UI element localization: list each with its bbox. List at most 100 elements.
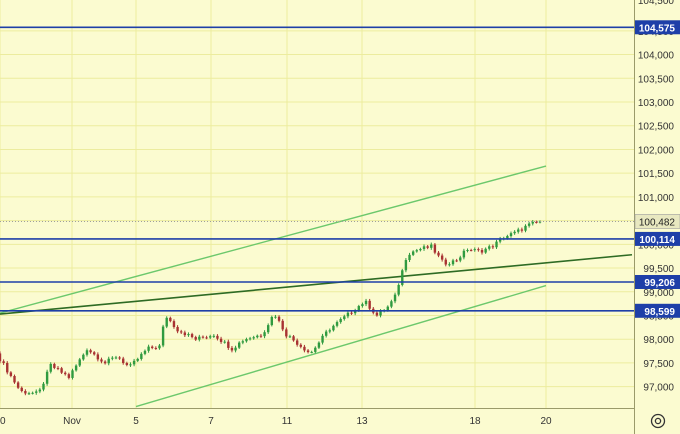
candle-body[interactable]: [180, 331, 183, 333]
time-axis[interactable]: 30 Nov 5 7 11 13 18 20: [0, 408, 634, 428]
candle-body[interactable]: [125, 363, 129, 365]
candle-body[interactable]: [223, 341, 226, 343]
candle-body[interactable]: [462, 250, 466, 258]
candle-body[interactable]: [132, 360, 136, 365]
candle-body[interactable]: [122, 358, 125, 364]
candle-body[interactable]: [535, 221, 538, 223]
candle-body[interactable]: [64, 372, 67, 375]
candle-body[interactable]: [31, 392, 34, 394]
candle-body[interactable]: [524, 225, 527, 231]
candle-body[interactable]: [129, 364, 132, 366]
candle-body[interactable]: [71, 370, 74, 378]
candle-body[interactable]: [74, 365, 78, 371]
candle-body[interactable]: [219, 338, 223, 342]
candle-body[interactable]: [411, 251, 415, 255]
candle-body[interactable]: [295, 340, 299, 345]
candle-body[interactable]: [85, 350, 89, 355]
candle-body[interactable]: [440, 255, 444, 260]
candle-body[interactable]: [513, 231, 516, 234]
candle-body[interactable]: [201, 336, 205, 338]
candle-body[interactable]: [375, 312, 379, 316]
candle-body[interactable]: [263, 332, 266, 337]
candle-body[interactable]: [194, 337, 197, 340]
candle-body[interactable]: [466, 250, 469, 252]
candle-body[interactable]: [419, 248, 422, 251]
candle-body[interactable]: [165, 317, 168, 327]
candle-body[interactable]: [292, 336, 295, 341]
candle-body[interactable]: [491, 246, 495, 248]
candle-body[interactable]: [321, 335, 324, 343]
candle-body[interactable]: [393, 294, 397, 302]
candle-body[interactable]: [495, 241, 498, 248]
candle-body[interactable]: [368, 300, 371, 309]
candle-body[interactable]: [437, 252, 440, 256]
candle-body[interactable]: [198, 336, 201, 340]
candle-body[interactable]: [444, 259, 447, 265]
candle-body[interactable]: [140, 353, 143, 359]
candle-body[interactable]: [103, 361, 107, 364]
horizontal-levels[interactable]: [0, 26, 634, 312]
candle-body[interactable]: [350, 312, 353, 314]
candle-body[interactable]: [346, 312, 350, 317]
candle-body[interactable]: [93, 352, 96, 355]
candle-body[interactable]: [517, 229, 520, 232]
candle-body[interactable]: [16, 382, 20, 388]
candle-body[interactable]: [0, 353, 2, 362]
candle-body[interactable]: [408, 254, 411, 261]
candle-body[interactable]: [477, 249, 480, 251]
candle-body[interactable]: [328, 330, 331, 332]
candle-body[interactable]: [332, 325, 335, 331]
candle-body[interactable]: [143, 350, 147, 354]
candle-body[interactable]: [357, 306, 360, 311]
candlestick-series[interactable]: [0, 220, 542, 396]
candle-body[interactable]: [237, 342, 241, 348]
candle-body[interactable]: [20, 387, 23, 392]
candle-body[interactable]: [324, 331, 328, 336]
candle-body[interactable]: [96, 354, 100, 360]
candle-body[interactable]: [118, 357, 121, 359]
candle-body[interactable]: [234, 347, 237, 351]
candle-body[interactable]: [314, 347, 317, 352]
candle-body[interactable]: [100, 359, 103, 362]
candle-body[interactable]: [209, 336, 212, 338]
candle-body[interactable]: [169, 317, 172, 322]
candle-body[interactable]: [506, 236, 509, 239]
candle-body[interactable]: [172, 321, 176, 327]
candle-body[interactable]: [343, 316, 346, 320]
candle-body[interactable]: [285, 329, 288, 337]
candle-body[interactable]: [187, 334, 190, 336]
candle-body[interactable]: [216, 335, 219, 339]
candle-body[interactable]: [49, 363, 52, 372]
candle-body[interactable]: [364, 300, 368, 305]
candle-body[interactable]: [89, 350, 92, 353]
candle-body[interactable]: [6, 363, 9, 373]
candle-body[interactable]: [426, 246, 429, 248]
candle-body[interactable]: [60, 368, 63, 373]
candle-body[interactable]: [498, 238, 502, 242]
candle-body[interactable]: [303, 346, 306, 351]
candle-body[interactable]: [190, 334, 194, 338]
candle-body[interactable]: [53, 363, 56, 368]
candle-body[interactable]: [469, 250, 473, 252]
candle-body[interactable]: [386, 306, 389, 311]
candle-body[interactable]: [241, 341, 245, 343]
candle-body[interactable]: [147, 346, 150, 351]
candle-body[interactable]: [448, 264, 451, 266]
candle-body[interactable]: [397, 284, 400, 295]
candle-body[interactable]: [154, 347, 158, 349]
candle-body[interactable]: [230, 347, 234, 351]
candle-body[interactable]: [404, 260, 408, 271]
candle-body[interactable]: [56, 367, 60, 369]
candle-body[interactable]: [38, 389, 42, 392]
candle-body[interactable]: [335, 322, 339, 326]
candle-body[interactable]: [111, 357, 114, 359]
candle-body[interactable]: [288, 336, 292, 338]
candle-body[interactable]: [176, 326, 179, 332]
candle-body[interactable]: [361, 304, 364, 307]
candle-body[interactable]: [455, 260, 458, 262]
candle-body[interactable]: [13, 375, 16, 383]
candle-body[interactable]: [45, 371, 49, 384]
candle-body[interactable]: [82, 354, 85, 360]
candle-body[interactable]: [248, 338, 252, 340]
